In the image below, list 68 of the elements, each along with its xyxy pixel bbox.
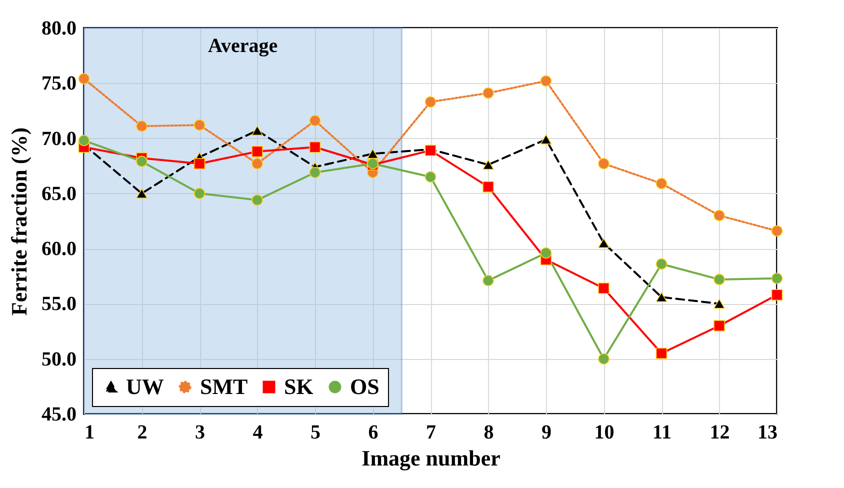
x-tick-label: 4: [252, 422, 263, 444]
x-tick-label: 7: [426, 422, 436, 444]
x-tick-label: 9: [542, 422, 552, 444]
point: [424, 171, 436, 183]
point: [598, 353, 610, 364]
point: [656, 178, 668, 190]
y-tick-label: 80.0: [42, 18, 76, 40]
point: [540, 134, 552, 144]
point: [309, 166, 321, 178]
x-tick-label: 3: [195, 422, 205, 444]
y-tick-label: 45.0: [42, 404, 76, 426]
point: [771, 225, 783, 237]
y-tick-label: 50.0: [42, 348, 76, 370]
point: [252, 194, 263, 206]
point: [598, 282, 610, 294]
x-tick-label: 1: [84, 422, 94, 444]
point: [714, 320, 725, 332]
x-tick-label: 2: [137, 422, 148, 444]
point: [540, 75, 552, 87]
point: [656, 292, 668, 302]
point: [252, 126, 263, 136]
y-axis-title: Ferrite fraction (%): [6, 127, 32, 316]
point: [598, 238, 610, 248]
legend-label: UW: [126, 374, 164, 399]
point: [136, 156, 148, 168]
point: [136, 120, 148, 132]
point: [482, 160, 494, 170]
point: [714, 274, 725, 286]
point: [656, 348, 668, 359]
x-tick-label: 13: [758, 422, 778, 444]
x-tick-label: 10: [594, 422, 614, 444]
legend-label: OS: [350, 374, 380, 399]
y-tick-label: 65.0: [42, 182, 76, 205]
point: [252, 146, 263, 158]
point: [424, 96, 436, 108]
band-label: Average: [208, 35, 278, 57]
point: [714, 210, 725, 222]
y-tick-label: 70.0: [42, 128, 76, 150]
point: [309, 141, 321, 153]
point: [136, 188, 148, 198]
point: [194, 188, 206, 200]
point: [252, 158, 263, 170]
x-tick-label: 8: [484, 422, 494, 444]
x-tick-label: 6: [368, 422, 378, 444]
x-axis-title: Image number: [362, 446, 501, 470]
legend-label: SMT: [200, 374, 248, 399]
point: [194, 158, 206, 170]
point: [309, 115, 321, 126]
point: [482, 87, 494, 99]
y-tick-label: 60.0: [42, 238, 76, 260]
point: [482, 274, 494, 286]
point: [771, 272, 783, 284]
y-tick-label: 55.0: [42, 293, 76, 316]
point: [598, 158, 610, 170]
point: [656, 258, 668, 270]
point: [540, 247, 552, 259]
point: [78, 134, 90, 146]
point: [367, 148, 378, 159]
y-tick-label: 75.0: [42, 72, 76, 95]
legend-label: SK: [284, 374, 314, 399]
point: [771, 289, 783, 301]
x-tick-label: 11: [652, 422, 672, 444]
point: [194, 119, 206, 131]
point: [482, 181, 494, 192]
x-tick-label: 5: [310, 422, 320, 444]
point: [78, 73, 90, 84]
x-tick-label: 12: [710, 422, 730, 444]
point: [714, 298, 725, 309]
